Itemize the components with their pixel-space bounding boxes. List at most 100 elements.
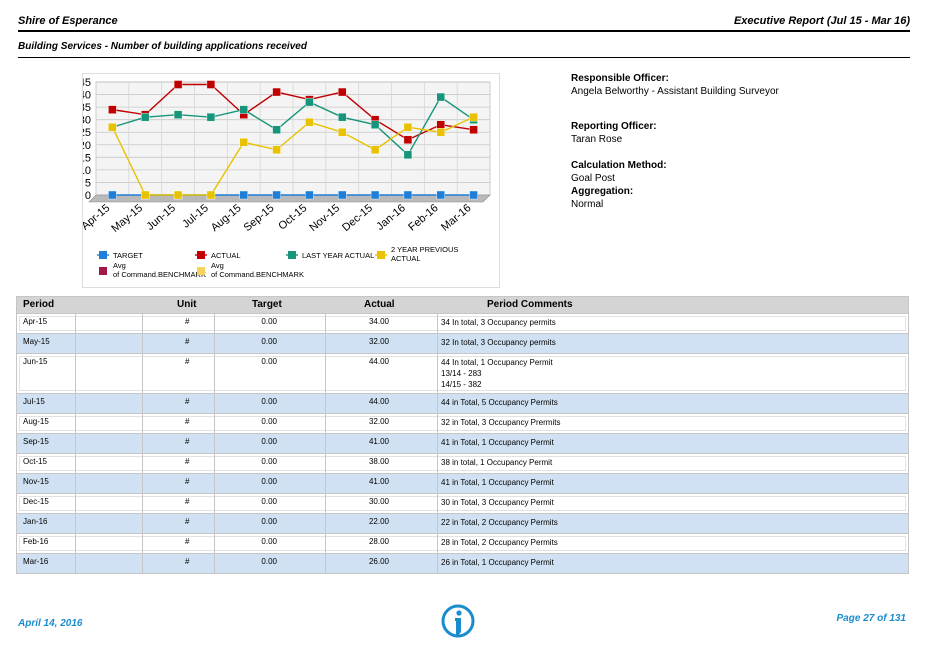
cell-unit: #: [185, 477, 190, 486]
column-divider: [437, 334, 438, 353]
legend-label: TARGET: [113, 251, 143, 260]
cell-target: 0.00: [261, 317, 277, 326]
data-point: [239, 190, 248, 200]
cell-comments: 26 in Total, 1 Occupancy Permit: [441, 557, 554, 568]
column-divider: [214, 354, 215, 393]
table-row: Jun-15 #0.00 44.00 44 In total, 1 Occupancy…: [17, 353, 908, 393]
page-subtitle: Building Services - Number of building a…: [18, 41, 307, 52]
column-divider: [75, 394, 76, 413]
data-point: [436, 190, 445, 200]
header-divider: [18, 30, 910, 32]
data-point: [239, 138, 248, 147]
y-tick-label: 25: [83, 127, 91, 139]
row-frame: [19, 356, 906, 391]
legend-swatch: [197, 251, 205, 259]
column-divider: [437, 454, 438, 473]
comment-line: 32 in Total, 3 Occupancy Prermits: [441, 418, 561, 427]
cell-actual: 28.00: [368, 537, 389, 546]
column-divider: [214, 514, 215, 533]
cell-unit: #: [185, 317, 190, 326]
column-divider: [325, 314, 326, 333]
x-tick-label: Mar-16: [439, 202, 473, 234]
data-point: [305, 190, 314, 200]
cell-period: Aug-15: [23, 417, 49, 426]
y-tick-label: 30: [83, 115, 91, 127]
comment-line: 44 in Total, 5 Occupancy Permits: [441, 398, 558, 407]
x-tick-label: Feb-16: [406, 202, 440, 234]
cell-actual: 22.00: [368, 517, 389, 526]
data-point: [206, 190, 216, 200]
cell-unit: #: [185, 357, 190, 366]
org-name: Shire of Esperance: [18, 15, 118, 27]
cell-target: 0.00: [261, 517, 277, 526]
table-row: Aug-15 #0.00 32.00 32 in Total, 3 Occupancy…: [17, 413, 908, 433]
cell-actual: 38.00: [368, 457, 389, 466]
data-point: [338, 128, 347, 137]
cell-period: Apr-15: [23, 317, 48, 326]
column-divider: [325, 554, 326, 573]
comment-line: 44 In total, 1 Occupancy Permit: [441, 358, 553, 367]
cell-comments: 44 In total, 1 Occupancy Permit 13/14 - 2…: [441, 357, 553, 390]
column-divider: [214, 494, 215, 513]
data-point: [305, 117, 314, 127]
column-divider: [214, 554, 215, 573]
cell-target: 0.00: [261, 337, 277, 346]
column-divider: [437, 434, 438, 453]
row-frame: [19, 416, 906, 431]
cell-period: Jul-15: [23, 397, 45, 406]
data-point: [436, 92, 445, 102]
column-divider: [325, 394, 326, 413]
column-divider: [214, 454, 215, 473]
table-header: Period Unit Target Actual Period Comment…: [17, 297, 908, 313]
subtitle-divider: [18, 57, 910, 58]
footer-page-number: Page 27 of 131: [836, 613, 906, 624]
cell-period: Jun-15: [23, 357, 48, 366]
header-unit: Unit: [177, 299, 197, 310]
column-divider: [325, 494, 326, 513]
column-divider: [142, 394, 143, 413]
column-divider: [325, 334, 326, 353]
column-divider: [75, 314, 76, 333]
reporting-officer: Reporting Officer: Taran Rose: [571, 121, 657, 145]
table-row: May-15 #0.00 32.00 32 In total, 3 Occupancy…: [17, 333, 908, 353]
column-divider: [437, 414, 438, 433]
data-point: [403, 135, 413, 144]
comment-line: 22 in Total, 2 Occupancy Permits: [441, 518, 558, 527]
data-point: [141, 112, 150, 122]
data-point: [370, 120, 380, 129]
legend-label: LAST YEAR ACTUAL: [302, 251, 374, 260]
cell-target: 0.00: [261, 357, 277, 366]
cell-unit: #: [185, 557, 190, 566]
calculation-method-value: Goal Post: [571, 173, 615, 184]
cell-period: Mar-16: [23, 557, 49, 566]
info-i-logo-icon: [441, 604, 475, 638]
chart-panel: 051015202530354045 Apr-15May-15Jun-15Jul-…: [82, 73, 500, 288]
cell-unit: #: [185, 457, 190, 466]
legend-label: Avg of Command.BENCHMARK: [113, 261, 206, 279]
column-divider: [75, 534, 76, 553]
column-divider: [75, 354, 76, 393]
y-tick-label: 10: [83, 165, 91, 177]
y-tick-label: 5: [85, 177, 91, 189]
series-line: [111, 116, 474, 196]
cell-comments: 41 in Total, 1 Occupancy Permit: [441, 477, 554, 488]
y-tick-label: 0: [85, 190, 91, 202]
cell-unit: #: [185, 337, 190, 346]
x-tick-label: Dec-15: [340, 202, 375, 234]
cell-comments: 32 In total, 3 Occupancy permits: [441, 337, 556, 348]
data-point: [108, 105, 117, 114]
column-divider: [142, 494, 143, 513]
cell-unit: #: [185, 537, 190, 546]
column-divider: [325, 414, 326, 433]
column-divider: [325, 354, 326, 393]
column-divider: [437, 514, 438, 533]
cell-actual: 41.00: [368, 477, 389, 486]
column-divider: [325, 434, 326, 453]
cell-target: 0.00: [261, 397, 277, 406]
calculation-method: Calculation Method: Goal Post: [571, 160, 667, 184]
data-point: [173, 190, 183, 200]
legend-box: [91, 240, 451, 284]
column-divider: [325, 474, 326, 493]
column-divider: [437, 394, 438, 413]
column-divider: [142, 454, 143, 473]
